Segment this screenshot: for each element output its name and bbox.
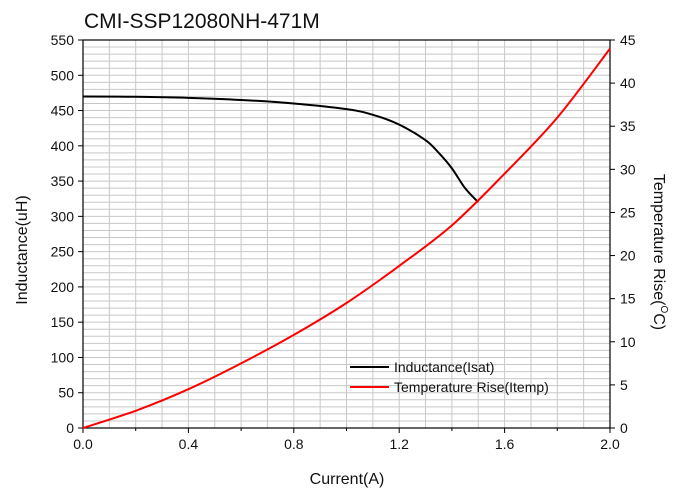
legend-label-inductance: Inductance(Isat) bbox=[394, 359, 494, 375]
y2-axis-title-sup: O bbox=[658, 305, 669, 313]
y-tick-label: 550 bbox=[51, 32, 75, 48]
y-axis-right: 0 5 10 15 20 25 30 35 40 45 bbox=[610, 32, 636, 436]
y2-tick-label: 5 bbox=[620, 377, 628, 393]
y2-tick-label: 45 bbox=[620, 32, 636, 48]
y-tick-label: 0 bbox=[66, 420, 74, 436]
series-temperature-line bbox=[82, 48, 611, 429]
x-tick-label: 0.4 bbox=[179, 436, 199, 452]
chart-title: CMI-SSP12080NH-471M bbox=[84, 10, 320, 33]
y2-tick-label: 10 bbox=[620, 334, 636, 350]
y-tick-label: 100 bbox=[51, 349, 75, 365]
y-axis-title: Inductance(uH) bbox=[14, 195, 31, 304]
y2-tick-label: 0 bbox=[620, 420, 628, 436]
x-tick-label: 0.0 bbox=[73, 436, 93, 452]
y2-tick-label: 25 bbox=[620, 204, 636, 220]
y-tick-label: 500 bbox=[51, 67, 75, 83]
y-tick-label: 250 bbox=[51, 244, 75, 260]
y2-axis-title-end: C) bbox=[650, 313, 667, 330]
y-tick-label: 50 bbox=[58, 385, 74, 401]
legend-label-temperature: Temperature Rise(Itemp) bbox=[394, 379, 549, 395]
y-tick-label: 200 bbox=[51, 279, 75, 295]
grid bbox=[83, 40, 610, 428]
y-tick-label: 450 bbox=[51, 103, 75, 119]
series-layer bbox=[82, 48, 611, 429]
y-tick-label: 350 bbox=[51, 173, 75, 189]
y2-tick-label: 40 bbox=[620, 75, 636, 91]
y-tick-label: 400 bbox=[51, 138, 75, 154]
y2-tick-label: 30 bbox=[620, 161, 636, 177]
x-tick-label: 1.6 bbox=[495, 436, 515, 452]
x-tick-label: 2.0 bbox=[600, 436, 620, 452]
y2-tick-label: 35 bbox=[620, 118, 636, 134]
x-tick-label: 0.8 bbox=[284, 436, 304, 452]
x-axis: 0.0 0.4 0.8 1.2 1.6 2.0 bbox=[73, 428, 620, 452]
x-axis-title: Current(A) bbox=[310, 471, 385, 488]
series-inductance-line bbox=[82, 95, 479, 203]
y2-axis-title: Temperature Rise(OC) bbox=[650, 174, 669, 330]
legend: Inductance(Isat) Temperature Rise(Itemp) bbox=[350, 359, 549, 395]
y2-tick-label: 15 bbox=[620, 291, 636, 307]
x-tick-label: 1.2 bbox=[389, 436, 409, 452]
y-tick-label: 300 bbox=[51, 208, 75, 224]
y2-axis-title-main: Temperature Rise( bbox=[650, 174, 667, 306]
y2-tick-label: 20 bbox=[620, 248, 636, 264]
y-tick-label: 150 bbox=[51, 314, 75, 330]
y-axis-left: 0 50 100 150 200 250 300 350 400 450 500 550 bbox=[51, 32, 83, 436]
